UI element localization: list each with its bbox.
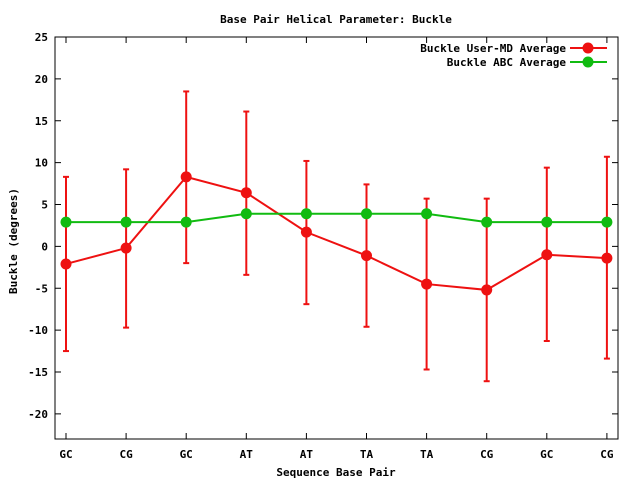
data-point [601, 216, 613, 228]
x-tick-label: GC [59, 448, 72, 461]
legend-marker [582, 56, 594, 68]
data-point [601, 252, 613, 264]
data-point [240, 208, 252, 220]
y-tick-label: 15 [35, 115, 48, 128]
data-point [541, 216, 553, 228]
data-point [300, 226, 312, 238]
data-point [361, 250, 372, 262]
data-point [120, 242, 132, 254]
data-point [180, 171, 192, 183]
data-point [60, 258, 72, 270]
x-tick-label: AT [240, 448, 254, 461]
legend-label: Buckle ABC Average [447, 56, 567, 69]
y-tick-label: 5 [41, 199, 48, 212]
y-axis-label: Buckle (degrees) [7, 188, 20, 294]
data-point [240, 187, 252, 199]
data-point [541, 249, 553, 261]
x-tick-label: GC [540, 448, 553, 461]
x-tick-label: GC [180, 448, 193, 461]
x-tick-label: CG [600, 448, 614, 461]
y-tick-label: 20 [35, 73, 48, 86]
plot-series [60, 90, 613, 383]
data-point [180, 216, 192, 228]
y-tick-label: 10 [35, 157, 48, 170]
chart-title: Base Pair Helical Parameter: Buckle [220, 13, 452, 26]
data-point [60, 216, 72, 228]
series-line [66, 212, 607, 224]
data-point [120, 216, 132, 228]
data-point [361, 208, 372, 220]
data-point [300, 208, 312, 220]
legend-marker [582, 42, 594, 54]
y-tick-label: -15 [28, 366, 48, 379]
plot-frame [54, 36, 619, 440]
x-tick-label: CG [480, 448, 494, 461]
axis-ticks: 25 20 15 10 5 0 -5 -10 -15 -20 GC CG GC AT AT TA TA CG GC C… [28, 31, 618, 461]
x-tick-label: TA [420, 448, 434, 461]
series-line [65, 175, 607, 291]
y-tick-label: 0 [41, 240, 48, 253]
data-point [481, 284, 493, 296]
y-tick-label: -10 [28, 324, 48, 337]
data-point [421, 208, 433, 220]
x-tick-label: CG [119, 448, 133, 461]
x-axis-label: Sequence Base Pair [276, 466, 396, 479]
y-tick-label: -5 [35, 282, 48, 295]
y-tick-label: 25 [35, 31, 48, 44]
x-tick-label: TA [360, 448, 374, 461]
y-tick-label: -20 [28, 408, 48, 421]
data-point [481, 216, 493, 228]
legend-label: Buckle User-MD Average [420, 42, 566, 55]
x-tick-label: AT [300, 448, 314, 461]
data-point [421, 278, 433, 290]
